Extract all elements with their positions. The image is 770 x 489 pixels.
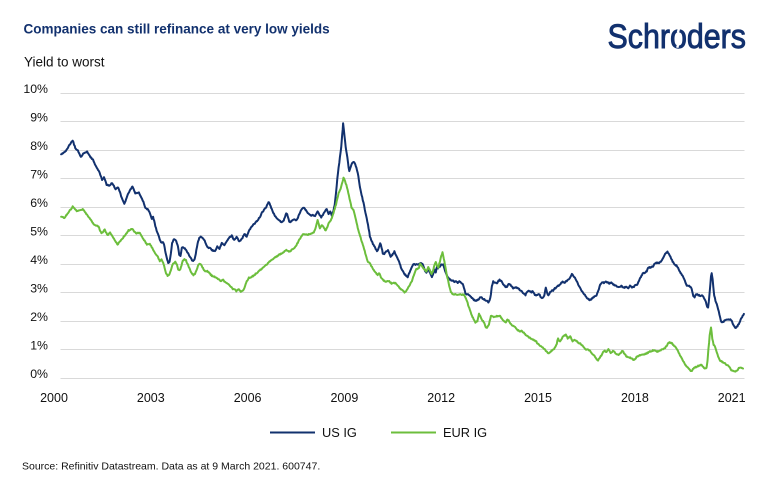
svg-text:Yield to worst: Yield to worst	[24, 55, 105, 70]
svg-text:2000: 2000	[40, 391, 68, 405]
svg-text:2012: 2012	[427, 391, 455, 405]
svg-text:10%: 10%	[23, 82, 48, 96]
svg-text:EUR IG: EUR IG	[443, 425, 487, 440]
svg-text:2006: 2006	[234, 391, 262, 405]
svg-text:3%: 3%	[30, 281, 48, 295]
svg-text:0%: 0%	[30, 367, 48, 381]
svg-text:2%: 2%	[30, 310, 48, 324]
svg-text:Schroders: Schroders	[608, 18, 747, 56]
svg-text:7%: 7%	[30, 167, 48, 181]
svg-text:1%: 1%	[30, 338, 48, 352]
svg-text:2018: 2018	[621, 391, 649, 405]
svg-text:2003: 2003	[137, 391, 165, 405]
svg-text:Source: Refinitiv Datastream.: Source: Refinitiv Datastream. Data as at…	[22, 461, 320, 473]
svg-text:4%: 4%	[30, 253, 48, 267]
svg-text:Companies can still refinance: Companies can still refinance at very lo…	[24, 22, 330, 37]
svg-text:2015: 2015	[524, 391, 552, 405]
svg-text:5%: 5%	[30, 224, 48, 238]
svg-text:2009: 2009	[330, 391, 358, 405]
svg-text:8%: 8%	[30, 139, 48, 153]
svg-text:6%: 6%	[30, 196, 48, 210]
svg-text:US IG: US IG	[322, 425, 357, 440]
svg-text:9%: 9%	[30, 110, 48, 124]
svg-text:2021: 2021	[718, 391, 746, 405]
